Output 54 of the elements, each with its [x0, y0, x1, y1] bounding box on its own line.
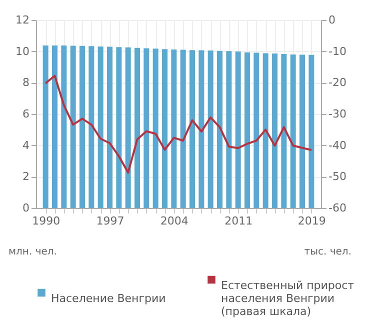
bar	[52, 46, 58, 208]
bar	[70, 46, 76, 208]
bar	[171, 49, 177, 208]
y-axis-title: млн. чел.	[8, 246, 57, 258]
y2-tick-label: 0	[328, 14, 336, 26]
bar	[254, 52, 260, 208]
bar	[272, 54, 278, 208]
y2-tick-label: -50	[328, 170, 346, 184]
bar	[217, 50, 222, 208]
bar	[88, 46, 94, 208]
y2-tick-label: -40	[328, 138, 346, 152]
y2-tick-label: -20	[328, 76, 346, 90]
y2-axis-title: тыс. чел.	[304, 246, 352, 258]
bar	[300, 54, 305, 208]
y-tick-label: 0	[22, 202, 30, 214]
x-tick-label: 2004	[160, 214, 188, 228]
x-tick-label: 1990	[32, 214, 60, 228]
y2-tick-label: -60	[328, 202, 346, 214]
bar	[180, 50, 186, 208]
bar	[107, 46, 112, 208]
bar	[226, 51, 232, 208]
legend-label: Население Венгрии	[51, 292, 166, 305]
legend-label: Естественный прирост населения Венгрии (правая шкала)	[221, 278, 355, 318]
bar	[190, 50, 195, 208]
bar	[290, 54, 296, 208]
bar	[208, 50, 214, 208]
x-tick-label: 2011	[224, 214, 253, 228]
y-tick-label: 4	[22, 138, 30, 152]
y-tick-label: 12	[16, 14, 30, 26]
line-series	[44, 74, 312, 174]
bar	[116, 47, 122, 208]
bar	[42, 46, 48, 208]
y-tick-label: 10	[16, 44, 30, 58]
bar	[162, 49, 168, 208]
y-tick-label: 6	[22, 108, 30, 120]
bar	[281, 54, 287, 208]
bar	[125, 47, 131, 208]
bar	[80, 46, 85, 208]
bar	[198, 50, 204, 208]
x-tick-label: 2019	[298, 214, 326, 228]
bar	[98, 46, 104, 208]
bar	[235, 51, 241, 208]
y2-tick-label: -30	[328, 108, 346, 120]
bar	[262, 53, 268, 208]
x-tick-label: 1997	[96, 214, 124, 228]
bar	[61, 46, 67, 208]
bar	[134, 48, 140, 208]
bar	[152, 48, 158, 208]
bar	[144, 48, 150, 208]
y2-tick-label: -10	[328, 44, 346, 58]
bar	[308, 54, 314, 208]
y-tick-label: 8	[22, 76, 30, 90]
y-tick-label: 2	[22, 170, 30, 184]
bar	[244, 52, 250, 208]
